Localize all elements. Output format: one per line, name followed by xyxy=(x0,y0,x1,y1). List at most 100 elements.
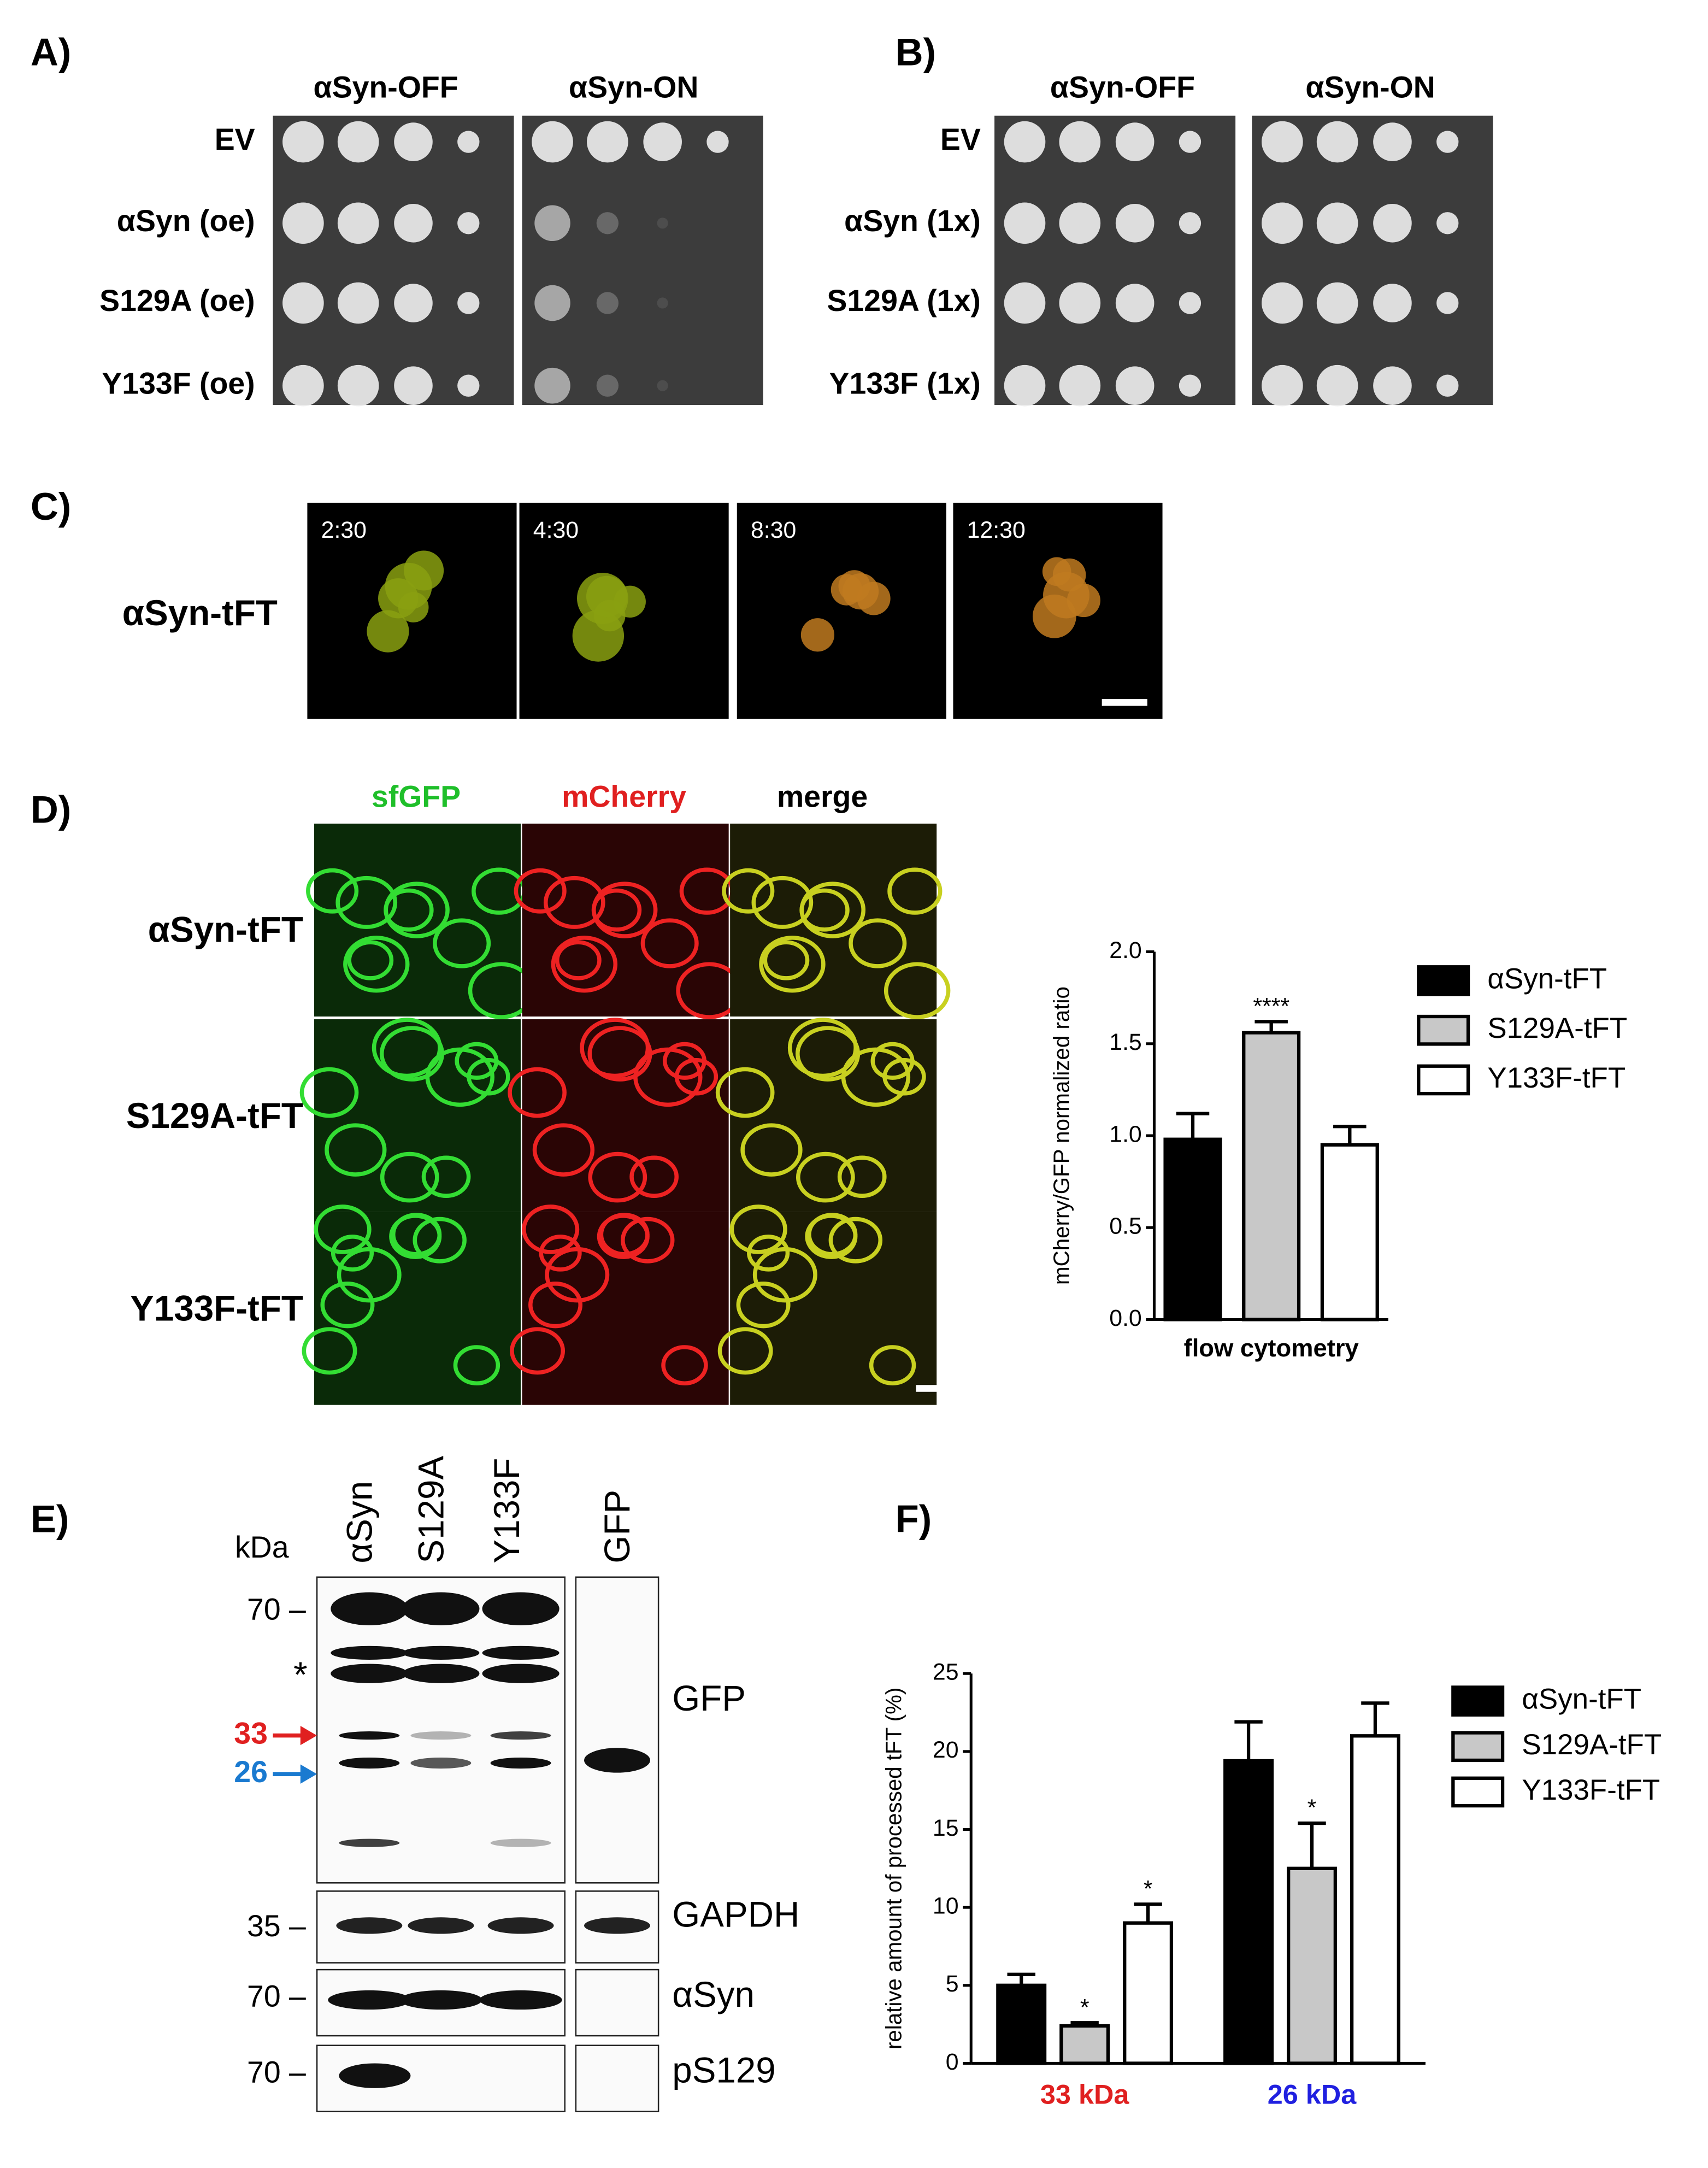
cell xyxy=(661,1345,708,1386)
cell xyxy=(715,1067,775,1118)
band xyxy=(482,1646,559,1660)
row-label: Y133F (oe) xyxy=(102,366,255,400)
cell xyxy=(325,1123,387,1177)
colony-spot xyxy=(596,292,619,314)
cell xyxy=(751,876,814,929)
arrow-head xyxy=(300,1725,317,1746)
bar xyxy=(996,1983,1047,2065)
bar xyxy=(1223,1759,1274,2065)
time-label: 4:30 xyxy=(533,517,579,543)
cell xyxy=(572,610,625,662)
legend-label: αSyn-tFT xyxy=(1487,962,1607,995)
colony-spot xyxy=(532,121,573,163)
significance: * xyxy=(1144,1876,1153,1902)
channel-header: sfGFP xyxy=(372,779,461,813)
legend-label: αSyn-tFT xyxy=(1522,1683,1641,1715)
colony-spot xyxy=(1115,122,1155,161)
cell xyxy=(869,1345,916,1386)
lane-label: Y133F xyxy=(487,1458,527,1564)
colony-spot xyxy=(457,292,480,314)
band xyxy=(339,1757,400,1769)
cell xyxy=(555,940,602,980)
band xyxy=(336,1917,403,1934)
arrow-head xyxy=(300,1764,317,1784)
colony-spot xyxy=(657,380,668,391)
y-tick-label: 5 xyxy=(946,1971,959,1997)
blot xyxy=(575,1969,659,2037)
band xyxy=(482,1664,559,1683)
cell xyxy=(640,918,699,968)
band xyxy=(399,1990,482,2010)
blot-label: αSyn xyxy=(672,1975,755,2014)
band xyxy=(410,1757,472,1769)
cell xyxy=(736,1282,791,1329)
cell xyxy=(717,1327,773,1375)
legend-label: S129A-tFT xyxy=(1522,1729,1662,1761)
cell xyxy=(543,876,605,929)
colony-spot xyxy=(337,282,379,324)
cell xyxy=(539,1235,582,1272)
band xyxy=(408,1917,474,1934)
y-tick-label: 0.0 xyxy=(1109,1305,1142,1331)
row-label: S129A (1x) xyxy=(827,284,980,318)
micrograph xyxy=(522,1019,729,1212)
colony-spot xyxy=(282,121,324,163)
cell xyxy=(805,1214,858,1259)
x-tick-label: 33 kDa xyxy=(1040,2078,1129,2110)
channel-header: mCherry xyxy=(562,779,686,813)
micrograph xyxy=(314,1212,521,1405)
panel-label: E) xyxy=(31,1497,69,1541)
cell xyxy=(800,618,835,652)
y-axis-label: mCherry/GFP normalized ratio xyxy=(1049,986,1074,1285)
cell xyxy=(586,575,628,618)
colony-spot xyxy=(657,297,668,309)
band xyxy=(402,1592,480,1625)
blot xyxy=(575,2044,659,2112)
colony-spot xyxy=(1115,204,1155,243)
colony-spot xyxy=(1373,366,1412,405)
y-tick-label: 25 xyxy=(933,1659,959,1685)
y-tick-label: 0 xyxy=(946,2049,959,2075)
bar xyxy=(1242,1031,1301,1321)
legend-swatch xyxy=(1451,1776,1505,1808)
panel-label: B) xyxy=(896,30,936,73)
row-label: αSyn (1x) xyxy=(844,204,981,238)
cell xyxy=(796,1026,861,1082)
colony-spot xyxy=(1059,121,1101,163)
column-header: αSyn-OFF xyxy=(1050,70,1195,104)
band xyxy=(584,1917,650,1934)
colony-spot xyxy=(1373,204,1412,243)
cell xyxy=(384,888,434,932)
cell xyxy=(1032,594,1076,638)
cell xyxy=(597,1214,650,1259)
band xyxy=(339,1731,400,1740)
cell xyxy=(404,550,444,591)
row-label: Y133F-tFT xyxy=(130,1289,303,1329)
significance: * xyxy=(1080,1994,1089,2020)
cell xyxy=(747,1235,790,1272)
colony-spot xyxy=(534,205,570,242)
cell xyxy=(729,1205,787,1254)
row-label: S129A (oe) xyxy=(99,284,255,318)
band xyxy=(331,1664,408,1683)
cell xyxy=(662,1042,706,1080)
legend-swatch xyxy=(1417,1014,1470,1046)
colony-spot xyxy=(1373,284,1412,322)
colony-spot xyxy=(1179,131,1202,153)
cell xyxy=(421,1155,471,1198)
cell xyxy=(842,573,879,610)
bar xyxy=(1059,2024,1110,2065)
band xyxy=(490,1731,551,1740)
colony-spot xyxy=(1316,365,1358,407)
column-header: αSyn-ON xyxy=(569,70,698,104)
colony-spot xyxy=(1262,365,1303,407)
cell xyxy=(379,1026,444,1082)
cell xyxy=(722,868,775,914)
cell xyxy=(532,1123,595,1177)
band xyxy=(410,1731,472,1740)
y-tick-label: 2.0 xyxy=(1109,937,1142,963)
cell xyxy=(331,1235,374,1272)
colony-spot xyxy=(394,204,433,243)
cell xyxy=(306,868,359,914)
